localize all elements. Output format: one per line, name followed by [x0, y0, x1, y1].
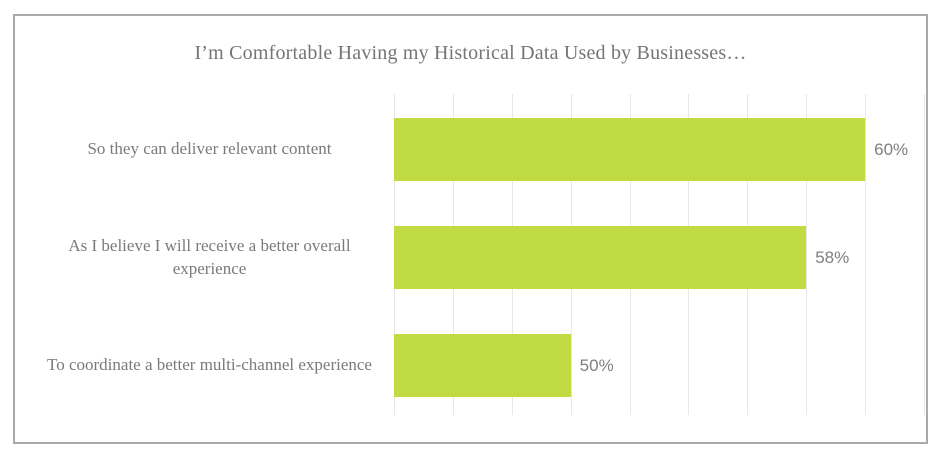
bar [394, 118, 866, 181]
gridline [865, 94, 867, 415]
bar-track: 60% [394, 118, 924, 181]
bar [394, 226, 807, 289]
value-label: 60% [874, 139, 909, 159]
bar [394, 334, 571, 397]
chart-title: I’m Comfortable Having my Historical Dat… [194, 42, 747, 64]
bar-track: 50% [394, 334, 924, 397]
bar-row: So they can deliver relevant content 60% [15, 118, 926, 181]
category-label: So they can deliver relevant content [87, 139, 332, 159]
chart-frame: I’m Comfortable Having my Historical Dat… [13, 14, 928, 444]
value-label: 50% [579, 355, 614, 375]
bar-row: To coordinate a better multi-channel exp… [15, 334, 926, 397]
value-label: 58% [815, 247, 850, 267]
category-label: As I believe I will receive a better ove… [68, 236, 351, 278]
gridline [806, 94, 808, 415]
bar-row: As I believe I will receive a better ove… [15, 226, 926, 289]
bar-track: 58% [394, 226, 924, 289]
category-label: To coordinate a better multi-channel exp… [47, 355, 372, 375]
gridline [924, 94, 925, 415]
